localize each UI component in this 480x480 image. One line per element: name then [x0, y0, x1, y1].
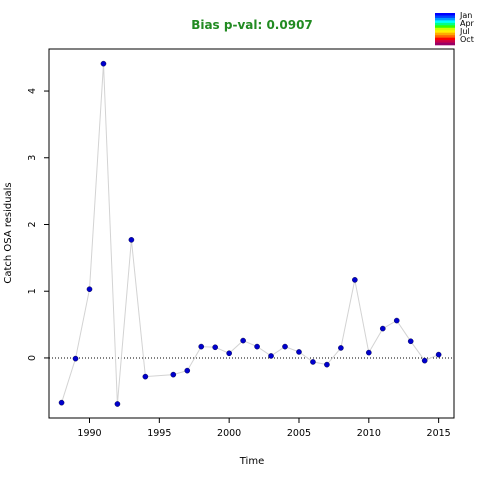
x-tick-label-2000: 2000: [217, 428, 241, 439]
data-point-2007: [324, 361, 330, 368]
x-axis-label: Time: [239, 456, 264, 467]
data-point-1993: [128, 237, 135, 243]
legend-swatch: [435, 32, 455, 36]
data-point-2013: [407, 338, 414, 345]
y-tick-label-2: 2: [27, 221, 38, 227]
data-point-2005: [296, 349, 302, 355]
x-tick-label-1990: 1990: [77, 428, 101, 439]
data-point-1992: [114, 401, 121, 407]
y-tick-label-4: 4: [27, 88, 38, 94]
chart-title: Bias p-val: 0.0907: [191, 18, 313, 32]
y-tick-label-3: 3: [27, 155, 38, 161]
data-point-1991: [100, 60, 107, 67]
x-tick-label-1995: 1995: [147, 428, 171, 439]
data-point-2012: [393, 317, 400, 324]
legend-swatch: [435, 25, 455, 29]
legend-label-jul: Jul: [459, 27, 470, 36]
x-tick-label-2015: 2015: [427, 428, 451, 439]
data-point-1997: [184, 367, 191, 374]
legend-label-apr: Apr: [460, 19, 475, 28]
legend-swatch: [435, 15, 455, 19]
legend-swatch: [435, 40, 455, 43]
x-axis: 1990 1995 2000 2005 2010 2015: [77, 418, 451, 439]
data-point-2015: [435, 351, 442, 358]
data-point-1989: [72, 355, 79, 362]
data-point-2009: [352, 277, 358, 283]
data-point-2010: [366, 349, 372, 356]
legend-swatch: [435, 37, 455, 41]
series-line: [61, 63, 439, 405]
legend-label-oct: Oct: [460, 35, 474, 44]
data-point-2011: [379, 325, 386, 332]
legend-swatch: [435, 27, 455, 31]
y-axis: 0 1 2 3 4: [27, 88, 49, 361]
legend-swatch: [435, 30, 455, 33]
legend-label-jan: Jan: [459, 11, 472, 20]
data-point-2001: [240, 337, 246, 344]
plot-area: [48, 48, 455, 419]
data-point-2014: [421, 357, 428, 364]
data-point-1990: [86, 286, 93, 293]
data-point-1999: [212, 344, 218, 351]
y-axis-label: Catch OSA residuals: [3, 182, 14, 283]
x-tick-label-2005: 2005: [287, 428, 311, 439]
x-tick-label-2010: 2010: [357, 428, 381, 439]
y-tick-label-0: 0: [27, 355, 38, 361]
data-point-2006: [310, 359, 316, 365]
legend-swatch: [435, 20, 455, 24]
data-point-1994: [142, 373, 149, 380]
data-point-2000: [226, 350, 232, 357]
data-point-1996: [170, 371, 177, 378]
y-tick-label-1: 1: [27, 288, 38, 294]
data-point-2002: [254, 343, 260, 350]
data-points: [58, 60, 442, 407]
data-point-2008: [338, 345, 344, 351]
data-point-2003: [268, 353, 274, 359]
legend-swatch: [435, 35, 455, 38]
legend-swatch: [435, 13, 455, 16]
legend-swatch: [435, 22, 455, 26]
legend-swatch: [435, 17, 455, 21]
legend-swatch: [435, 42, 455, 46]
data-point-1988: [58, 399, 65, 406]
data-point-1998: [198, 343, 205, 350]
data-point-2004: [282, 343, 288, 350]
